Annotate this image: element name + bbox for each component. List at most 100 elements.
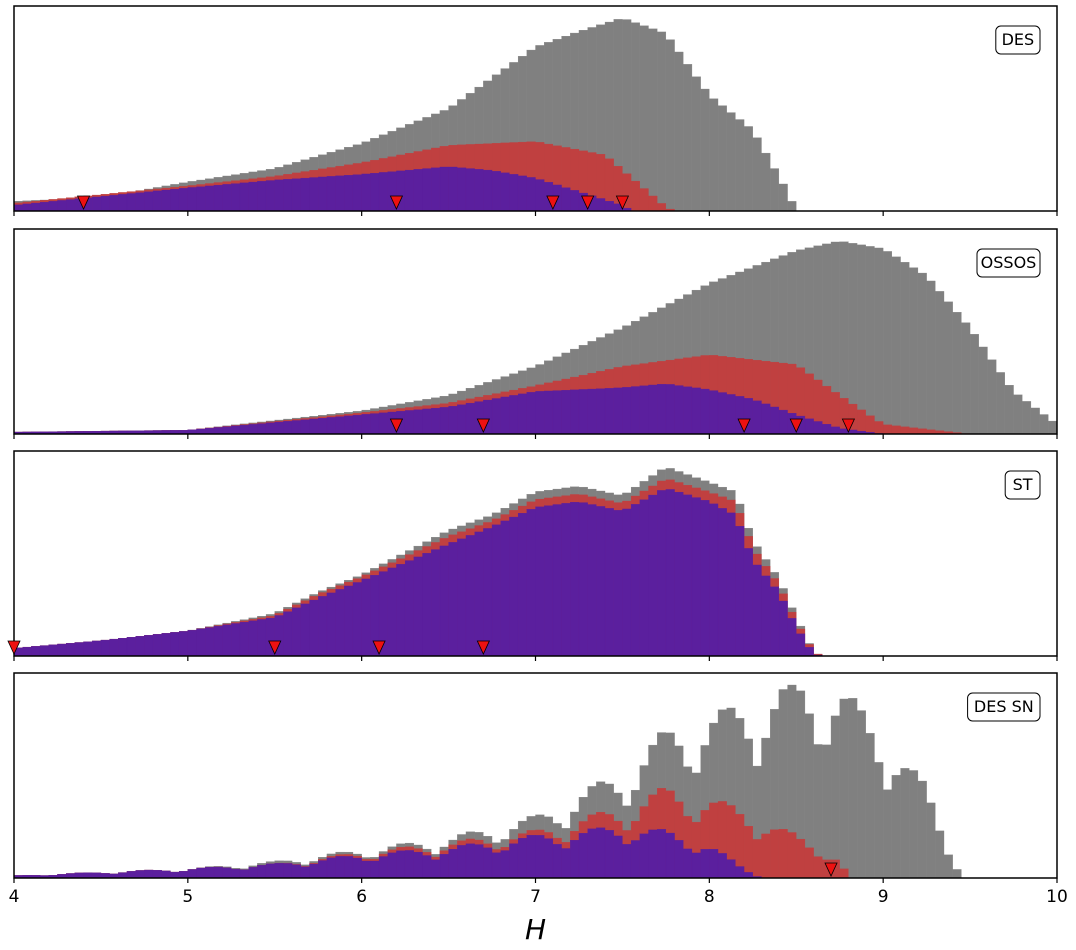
- bar: [883, 251, 893, 435]
- bar: [413, 409, 423, 435]
- bar: [222, 624, 232, 657]
- x-tick-label: 4: [9, 887, 20, 907]
- bar: [709, 390, 719, 435]
- bar: [709, 849, 719, 879]
- marker-triangle: [615, 195, 630, 210]
- bar: [943, 301, 953, 435]
- bar: [683, 386, 693, 435]
- bar: [205, 627, 215, 657]
- bar: [987, 359, 997, 435]
- bar: [1030, 407, 1040, 435]
- bar: [570, 190, 580, 212]
- bar: [630, 840, 640, 879]
- bar: [874, 421, 884, 435]
- bar: [239, 869, 249, 879]
- bar: [544, 838, 554, 879]
- marker-triangle: [372, 640, 386, 655]
- bar: [1022, 401, 1032, 435]
- bar: [552, 844, 562, 879]
- bar: [622, 844, 632, 879]
- bar: [283, 421, 293, 435]
- bar: [248, 620, 258, 657]
- bar: [465, 168, 475, 212]
- marker-triangle: [841, 418, 856, 433]
- bar: [344, 415, 354, 435]
- bar: [674, 840, 684, 879]
- bar: [517, 393, 527, 435]
- panel-label: ST: [1013, 475, 1033, 494]
- bar: [752, 137, 762, 212]
- bar: [483, 528, 493, 657]
- bar: [717, 853, 727, 879]
- bar: [431, 549, 441, 657]
- bar: [335, 856, 345, 879]
- bar: [657, 829, 667, 879]
- bar: [961, 322, 971, 435]
- bar: [378, 172, 388, 212]
- bar: [100, 639, 110, 657]
- panel-des-sn: DES SN: [13, 672, 1058, 883]
- bar: [561, 503, 571, 657]
- bar: [404, 410, 414, 435]
- bar: [326, 592, 336, 657]
- bar: [717, 392, 727, 435]
- bar: [1013, 394, 1023, 435]
- bar: [596, 388, 606, 435]
- bar: [1004, 385, 1014, 435]
- bar: [239, 424, 249, 435]
- x-tick-label: 9: [878, 887, 889, 907]
- bar: [665, 832, 675, 879]
- bar: [231, 183, 241, 212]
- bar: [804, 847, 814, 879]
- bar: [431, 167, 441, 212]
- bar: [578, 833, 588, 879]
- bar: [422, 168, 432, 212]
- bar: [248, 181, 258, 212]
- x-axis-label: H: [525, 913, 546, 946]
- bar: [709, 503, 719, 657]
- bar: [1039, 414, 1049, 435]
- bar: [604, 508, 614, 657]
- bar: [570, 502, 580, 657]
- bar: [109, 638, 119, 657]
- bar: [856, 409, 866, 435]
- bar: [935, 291, 945, 435]
- bar: [657, 31, 667, 212]
- bar: [917, 272, 927, 435]
- bar: [578, 389, 588, 435]
- panel-des: DES: [13, 5, 1058, 216]
- bar: [726, 394, 736, 435]
- bar: [352, 857, 362, 879]
- bar: [457, 404, 467, 435]
- bar: [943, 854, 953, 879]
- bar: [639, 833, 649, 879]
- bar: [396, 564, 406, 657]
- bar: [665, 489, 675, 657]
- bar: [535, 179, 545, 212]
- bar: [648, 494, 658, 657]
- bar: [674, 491, 684, 657]
- bar: [604, 388, 614, 435]
- marker-triangle: [476, 418, 490, 433]
- bar: [448, 542, 458, 657]
- bar: [796, 838, 806, 879]
- bar: [118, 872, 128, 879]
- bar: [144, 869, 154, 879]
- bar: [526, 835, 536, 879]
- bar: [422, 408, 432, 435]
- bar: [326, 176, 336, 212]
- bar: [22, 203, 32, 212]
- bar: [283, 863, 293, 879]
- bar: [743, 548, 753, 657]
- bar: [639, 188, 649, 212]
- bar: [822, 424, 832, 435]
- x-tick-label: 5: [182, 887, 193, 907]
- bar: [500, 520, 510, 657]
- bar: [500, 172, 510, 212]
- bar: [283, 179, 293, 212]
- bar: [196, 628, 206, 657]
- bar: [935, 830, 945, 879]
- bar: [517, 513, 527, 657]
- panel-label-box: [967, 692, 1041, 722]
